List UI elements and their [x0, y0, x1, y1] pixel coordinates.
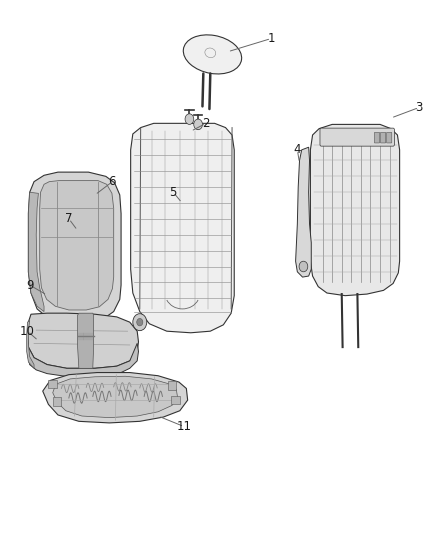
Text: 1: 1 [268, 32, 275, 45]
Text: 6: 6 [109, 175, 116, 188]
Circle shape [137, 318, 143, 326]
Bar [168, 381, 177, 390]
FancyBboxPatch shape [320, 128, 394, 146]
Polygon shape [28, 334, 138, 377]
Circle shape [133, 314, 147, 330]
FancyBboxPatch shape [374, 132, 380, 143]
Text: 3: 3 [416, 101, 423, 114]
Bar [53, 398, 61, 406]
Polygon shape [28, 313, 138, 368]
Text: 9: 9 [26, 279, 33, 292]
Circle shape [299, 261, 308, 272]
Text: 10: 10 [20, 325, 35, 338]
Ellipse shape [183, 35, 242, 74]
FancyBboxPatch shape [381, 132, 386, 143]
Text: 2: 2 [202, 117, 210, 130]
FancyBboxPatch shape [387, 132, 392, 143]
Polygon shape [53, 376, 178, 418]
Text: 5: 5 [170, 186, 177, 199]
Polygon shape [28, 172, 121, 322]
Polygon shape [311, 124, 399, 296]
Polygon shape [131, 123, 234, 333]
Text: 4: 4 [293, 143, 301, 156]
Text: 7: 7 [65, 212, 73, 225]
Circle shape [194, 119, 202, 130]
Polygon shape [296, 147, 311, 277]
Circle shape [185, 114, 194, 124]
Polygon shape [78, 313, 94, 368]
Bar [48, 380, 57, 389]
Polygon shape [40, 181, 114, 310]
Polygon shape [43, 373, 187, 423]
Polygon shape [27, 320, 34, 368]
Bar [171, 396, 180, 405]
Text: 11: 11 [177, 420, 192, 433]
Polygon shape [28, 192, 44, 312]
